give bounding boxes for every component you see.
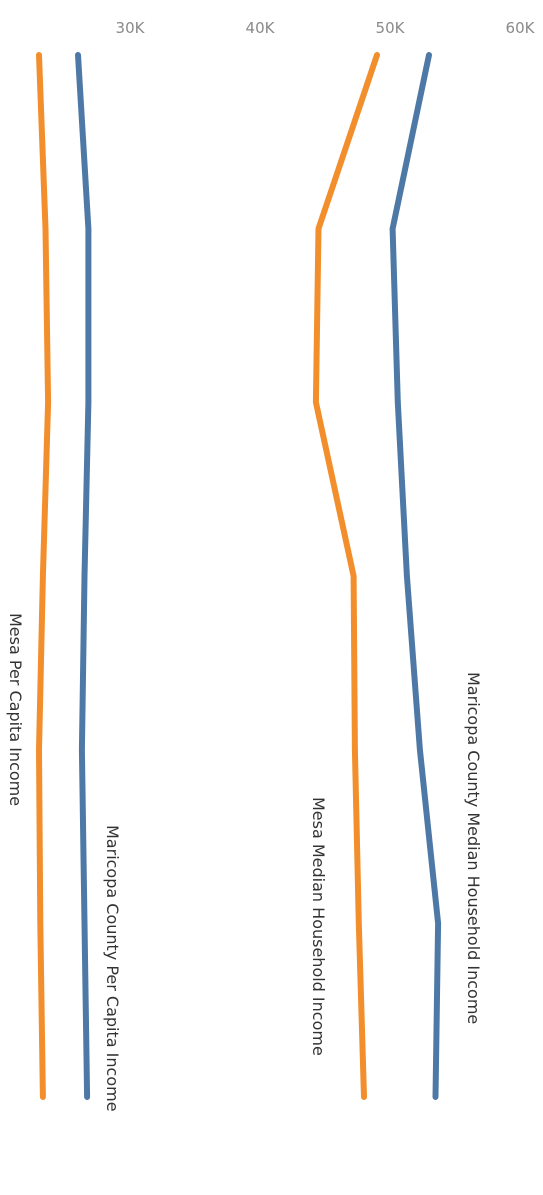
series-labels: Mesa Per Capita Income Maricopa County Pe… — [6, 613, 483, 1112]
series-label-2: Maricopa County Per Capita Income — [103, 825, 122, 1112]
series-label-1: Mesa Per Capita Income — [6, 613, 25, 806]
series-label-4: Maricopa County Median Household Income — [464, 672, 483, 1024]
value-tick-label: 30K — [116, 19, 146, 37]
series-line-4 — [389, 52, 442, 1100]
value-tick-label: 40K — [246, 19, 276, 37]
series-line-2 — [75, 52, 92, 1100]
value-axis-ticks: 30K 40K 50K 60K — [116, 19, 536, 37]
series-line-1 — [36, 52, 52, 1100]
series-line-3 — [312, 52, 380, 1100]
value-tick-label: 60K — [506, 19, 536, 37]
value-tick-label: 50K — [376, 19, 406, 37]
series-label-3: Mesa Median Household Income — [309, 797, 328, 1056]
series-lines — [36, 52, 442, 1100]
